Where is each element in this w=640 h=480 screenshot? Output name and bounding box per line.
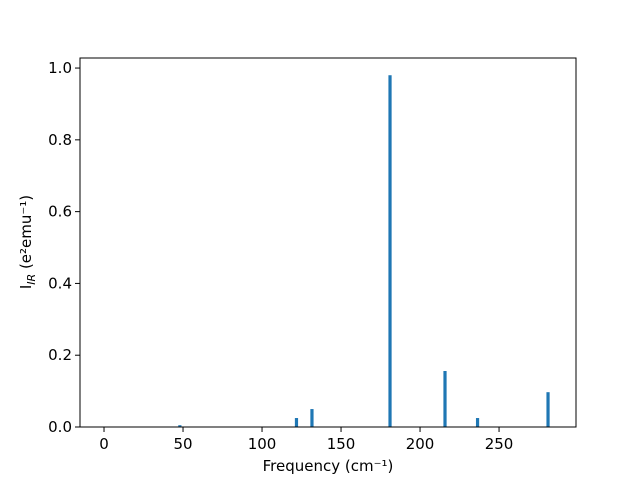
bar xyxy=(475,418,480,427)
x-tick-label: 100 xyxy=(248,435,277,453)
y-axis-label: IIR (e²emu⁻¹) xyxy=(17,195,38,289)
y-tick-label: 0.0 xyxy=(48,418,72,436)
bar xyxy=(178,425,182,427)
x-tick-label: 150 xyxy=(327,435,356,453)
y-label-main: I xyxy=(17,285,35,289)
x-axis-label: Frequency (cm⁻¹) xyxy=(263,457,394,475)
x-tick-label: 50 xyxy=(173,435,192,453)
y-label-sub: IR xyxy=(25,274,38,285)
y-tick-label: 0.2 xyxy=(48,346,72,364)
x-tick-label: 200 xyxy=(406,435,435,453)
y-tick-label: 0.8 xyxy=(48,131,72,149)
bar xyxy=(310,409,314,427)
x-tick-label: 250 xyxy=(485,435,514,453)
x-tick-label: 0 xyxy=(99,435,109,453)
bar xyxy=(388,75,392,428)
y-tick-label: 1.0 xyxy=(48,59,72,77)
y-tick-label: 0.6 xyxy=(48,203,72,221)
y-label-rest: (e²emu⁻¹) xyxy=(17,195,35,274)
y-tick-label: 0.4 xyxy=(48,274,72,292)
bar xyxy=(294,418,299,427)
plot-frame xyxy=(79,57,577,428)
bar xyxy=(546,392,550,427)
bar xyxy=(443,371,447,427)
